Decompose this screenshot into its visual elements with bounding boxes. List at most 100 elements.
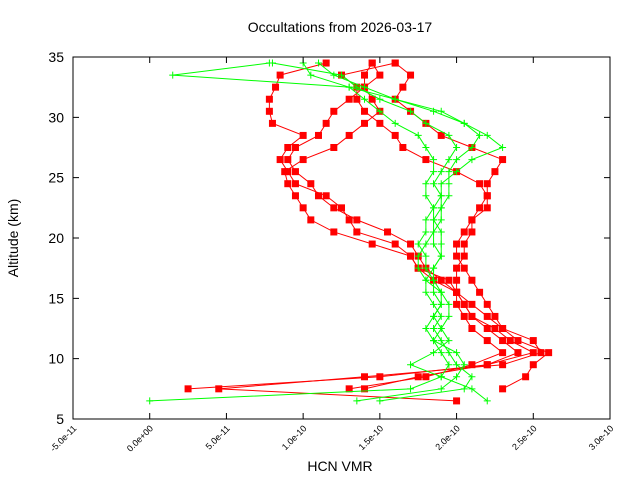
data-point — [430, 228, 438, 236]
data-point — [422, 240, 430, 248]
data-point — [391, 131, 399, 139]
data-point — [169, 71, 177, 79]
data-point — [299, 131, 307, 139]
data-point — [376, 397, 384, 405]
data-point — [430, 240, 438, 248]
data-point — [460, 312, 468, 320]
data-point — [430, 276, 438, 284]
data-point — [460, 252, 468, 260]
data-point — [361, 95, 369, 103]
data-point — [414, 373, 422, 381]
data-point — [422, 373, 430, 381]
data-point — [545, 349, 553, 357]
data-point — [453, 300, 461, 308]
data-point — [414, 240, 422, 248]
data-point — [265, 95, 273, 103]
data-point — [307, 71, 315, 79]
data-point — [430, 325, 438, 332]
data-point — [291, 144, 299, 151]
data-point — [437, 325, 445, 332]
data-point — [361, 373, 369, 381]
data-point — [483, 325, 491, 332]
data-point — [468, 373, 476, 381]
data-point — [445, 349, 453, 357]
data-point — [437, 216, 445, 224]
data-point — [291, 180, 299, 188]
data-point — [284, 180, 292, 188]
data-point — [499, 385, 507, 393]
data-point — [338, 71, 345, 79]
data-point — [460, 264, 468, 272]
x-tick-label: -5.0e-11 — [48, 423, 78, 453]
data-point — [445, 361, 453, 369]
data-point — [437, 192, 445, 200]
data-point — [361, 83, 369, 91]
data-point — [483, 192, 491, 200]
data-point — [422, 228, 430, 236]
data-point — [468, 361, 476, 369]
data-point — [437, 337, 445, 345]
series-8 — [268, 59, 476, 405]
data-point — [437, 168, 445, 176]
data-point — [453, 252, 461, 260]
data-point — [407, 361, 415, 369]
data-point — [491, 325, 499, 332]
data-point — [468, 385, 476, 393]
data-point — [499, 144, 507, 151]
data-point — [353, 228, 361, 236]
data-point — [430, 107, 438, 115]
data-point — [391, 59, 399, 67]
data-point — [407, 252, 415, 260]
data-point — [468, 276, 476, 284]
data-point — [430, 204, 438, 212]
y-tick-label: 35 — [48, 49, 64, 65]
data-point — [391, 119, 399, 127]
data-point — [368, 95, 376, 103]
series-line — [287, 62, 535, 390]
series-3 — [338, 59, 507, 393]
series-line — [149, 62, 450, 402]
data-point — [499, 349, 507, 357]
y-axis-label: Altitude (km) — [5, 199, 21, 278]
data-point — [299, 156, 307, 164]
data-point — [460, 385, 468, 393]
series-5 — [146, 59, 453, 405]
data-point — [361, 71, 369, 79]
data-point — [322, 119, 330, 127]
series-layer — [146, 59, 553, 405]
data-point — [322, 59, 330, 67]
data-point — [499, 337, 507, 345]
data-point — [299, 204, 307, 212]
data-point — [376, 71, 384, 79]
data-point — [506, 337, 514, 345]
data-point — [422, 192, 430, 200]
data-point — [453, 349, 461, 357]
data-point — [291, 192, 299, 200]
y-tick-label: 25 — [48, 170, 64, 186]
data-point — [445, 337, 453, 345]
data-point — [430, 312, 438, 320]
data-point — [514, 337, 522, 345]
data-point — [284, 156, 292, 164]
data-point — [468, 228, 476, 236]
data-point — [281, 168, 289, 176]
data-point — [430, 349, 438, 357]
data-point — [414, 264, 422, 272]
data-point — [268, 59, 276, 67]
data-point — [407, 107, 415, 115]
data-point — [391, 95, 399, 103]
data-point — [437, 180, 445, 188]
data-point — [430, 300, 438, 308]
data-point — [276, 71, 284, 79]
data-point — [499, 325, 507, 332]
data-point — [491, 312, 499, 320]
plot-frame — [72, 56, 611, 420]
x-axis-label: HCN VMR — [307, 458, 372, 474]
chart-title: Occultations from 2026-03-17 — [248, 19, 433, 35]
data-point — [483, 300, 491, 308]
data-point — [314, 192, 322, 200]
data-point — [307, 216, 315, 224]
data-point — [445, 276, 453, 284]
data-point — [276, 156, 284, 164]
x-tick-label: 1.0e-10 — [280, 423, 309, 452]
